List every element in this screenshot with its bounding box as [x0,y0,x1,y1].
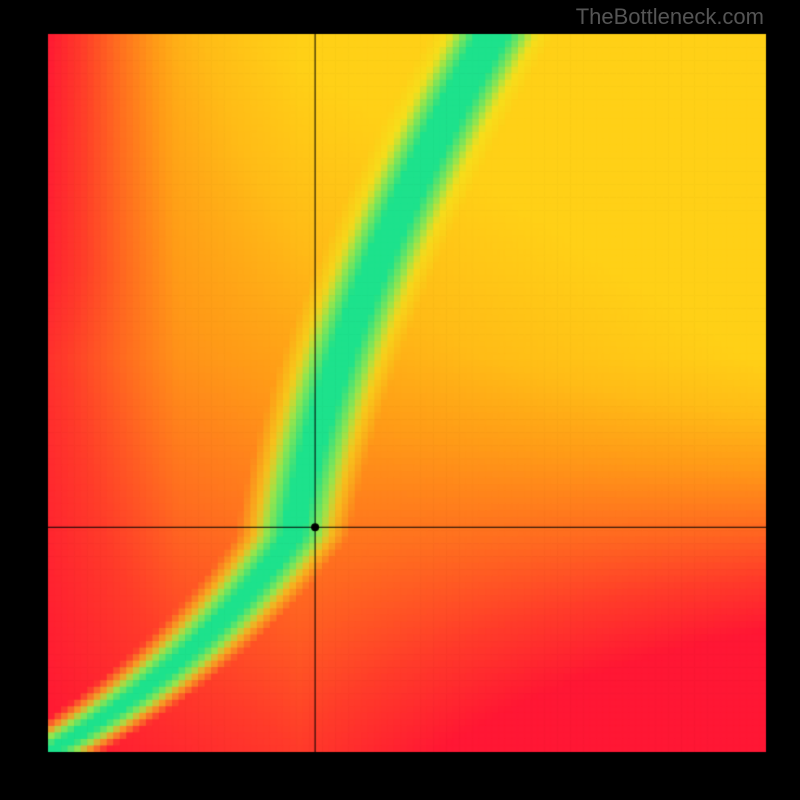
heatmap-canvas [0,0,800,800]
watermark-text: TheBottleneck.com [576,4,764,30]
chart-stage: TheBottleneck.com [0,0,800,800]
